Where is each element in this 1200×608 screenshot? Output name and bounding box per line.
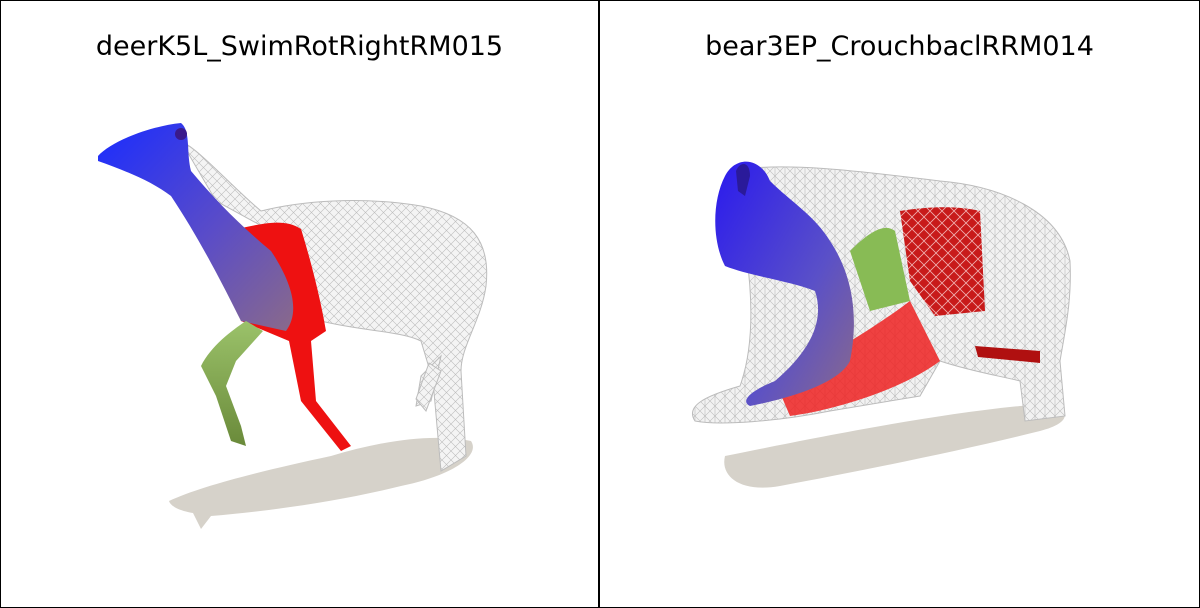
bear-head-neck [715, 161, 854, 406]
bear-render [692, 161, 1071, 488]
deer-render [98, 123, 488, 529]
panel-title-bear: bear3EP_CrouchbaclRRM014 [705, 31, 1094, 62]
bear-red-region [900, 207, 985, 316]
deer-head-neck [98, 123, 294, 331]
deer-shadow [169, 437, 473, 529]
panel-deer: deerK5L_SwimRotRightRM015 [1, 1, 600, 607]
deer-body-mesh [179, 139, 488, 472]
bear-green-region [850, 227, 910, 311]
panel-title-deer: deerK5L_SwimRotRightRM015 [95, 31, 504, 62]
deer-front-leg [201, 321, 263, 446]
bear-shadow [724, 405, 1065, 488]
panel-bear: bear3EP_CrouchbaclRRM014 [600, 1, 1199, 607]
